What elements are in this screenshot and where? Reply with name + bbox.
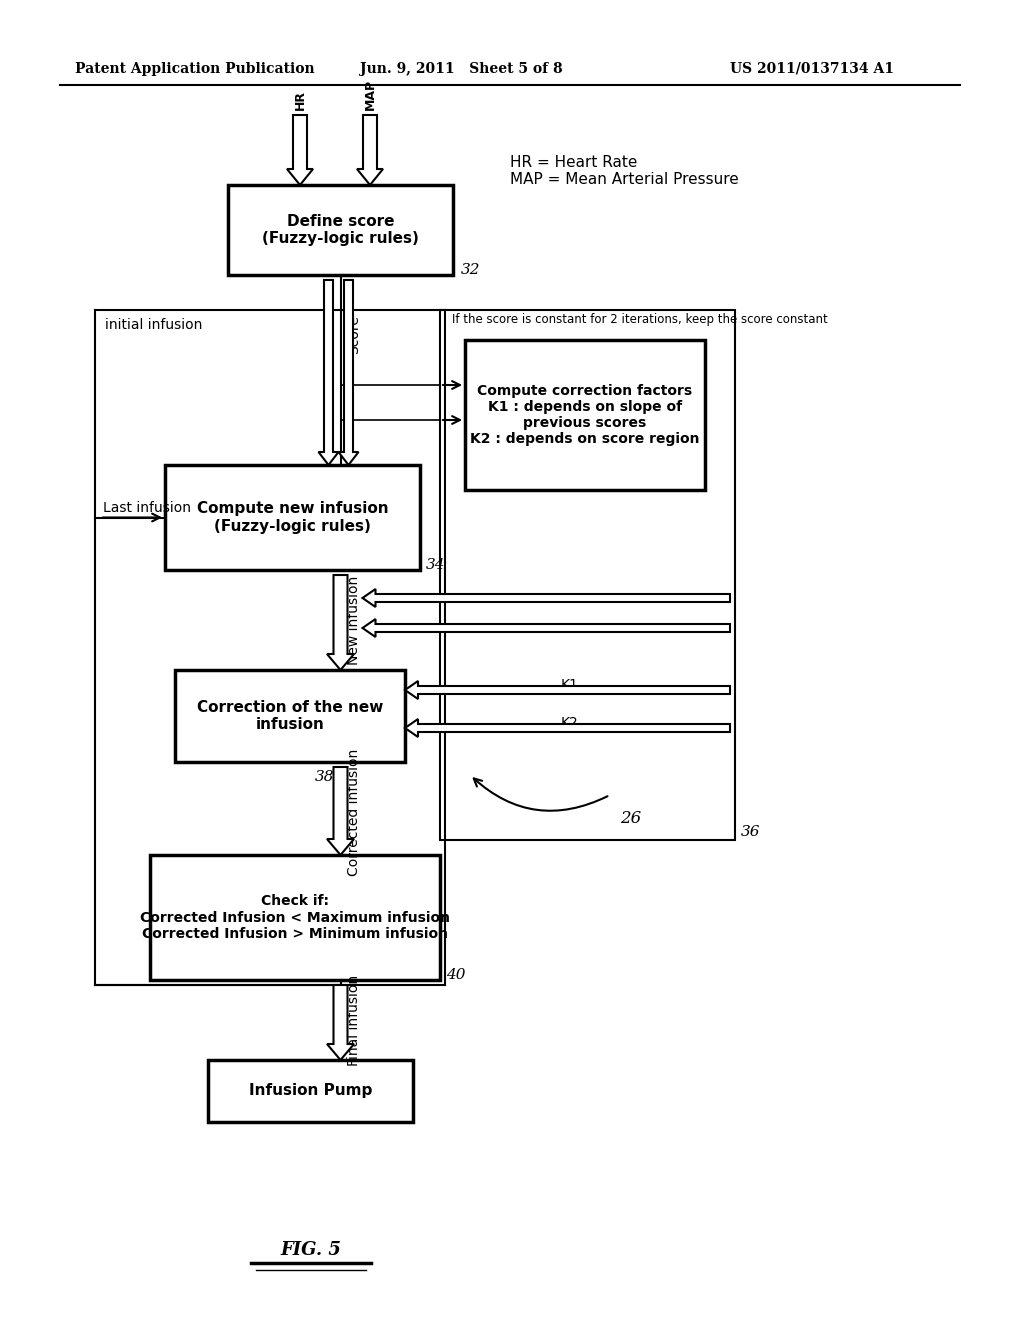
Text: FIG. 5: FIG. 5 (280, 1241, 341, 1259)
Text: Corrected infusion: Corrected infusion (347, 748, 361, 875)
Text: 38: 38 (315, 770, 335, 784)
Polygon shape (357, 115, 383, 185)
Text: Compute new infusion
(Fuzzy-logic rules): Compute new infusion (Fuzzy-logic rules) (197, 502, 388, 533)
Text: If the score is constant for 2 iterations, keep the score constant: If the score is constant for 2 iteration… (452, 313, 827, 326)
Text: Jun. 9, 2011   Sheet 5 of 8: Jun. 9, 2011 Sheet 5 of 8 (360, 62, 562, 77)
Text: New infusion: New infusion (347, 576, 361, 665)
Bar (150, 855, 440, 979)
Text: US 2011/0137134 A1: US 2011/0137134 A1 (730, 62, 894, 77)
Polygon shape (406, 719, 730, 737)
Bar (465, 341, 705, 490)
Polygon shape (287, 115, 313, 185)
Text: Define score
(Fuzzy-logic rules): Define score (Fuzzy-logic rules) (262, 214, 419, 247)
Bar (208, 1060, 413, 1122)
Polygon shape (327, 985, 354, 1060)
Text: MAP: MAP (364, 79, 377, 110)
Text: Infusion Pump: Infusion Pump (249, 1084, 372, 1098)
Bar (175, 671, 406, 762)
Text: 34: 34 (426, 558, 445, 572)
Text: 40: 40 (446, 968, 466, 982)
Bar (165, 465, 420, 570)
Text: 32: 32 (461, 263, 480, 277)
Polygon shape (327, 576, 354, 671)
Bar (440, 310, 735, 840)
Text: initial infusion: initial infusion (105, 318, 203, 333)
Polygon shape (318, 280, 339, 465)
Text: Compute correction factors
K1 : depends on slope of
previous scores
K2 : depends: Compute correction factors K1 : depends … (470, 384, 699, 446)
Text: HR: HR (294, 90, 306, 110)
Text: Last infusion: Last infusion (103, 500, 191, 515)
Polygon shape (362, 619, 730, 638)
Bar (228, 185, 453, 275)
Text: Patent Application Publication: Patent Application Publication (75, 62, 314, 77)
Text: Check if:
Corrected Infusion < Maximum infusion
Corrected Infusion > Minimum inf: Check if: Corrected Infusion < Maximum i… (140, 895, 450, 941)
Text: 36: 36 (741, 825, 761, 840)
Text: Correction of the new
infusion: Correction of the new infusion (197, 700, 383, 733)
Polygon shape (327, 767, 354, 855)
Text: K1: K1 (561, 678, 579, 692)
Text: K2: K2 (561, 715, 579, 730)
Text: Score: Score (347, 315, 361, 355)
Polygon shape (406, 681, 730, 700)
Polygon shape (362, 589, 730, 607)
Text: Final infusion: Final infusion (347, 974, 361, 1065)
Text: HR = Heart Rate
MAP = Mean Arterial Pressure: HR = Heart Rate MAP = Mean Arterial Pres… (510, 154, 738, 187)
Polygon shape (339, 280, 358, 465)
Text: 26: 26 (620, 810, 641, 828)
